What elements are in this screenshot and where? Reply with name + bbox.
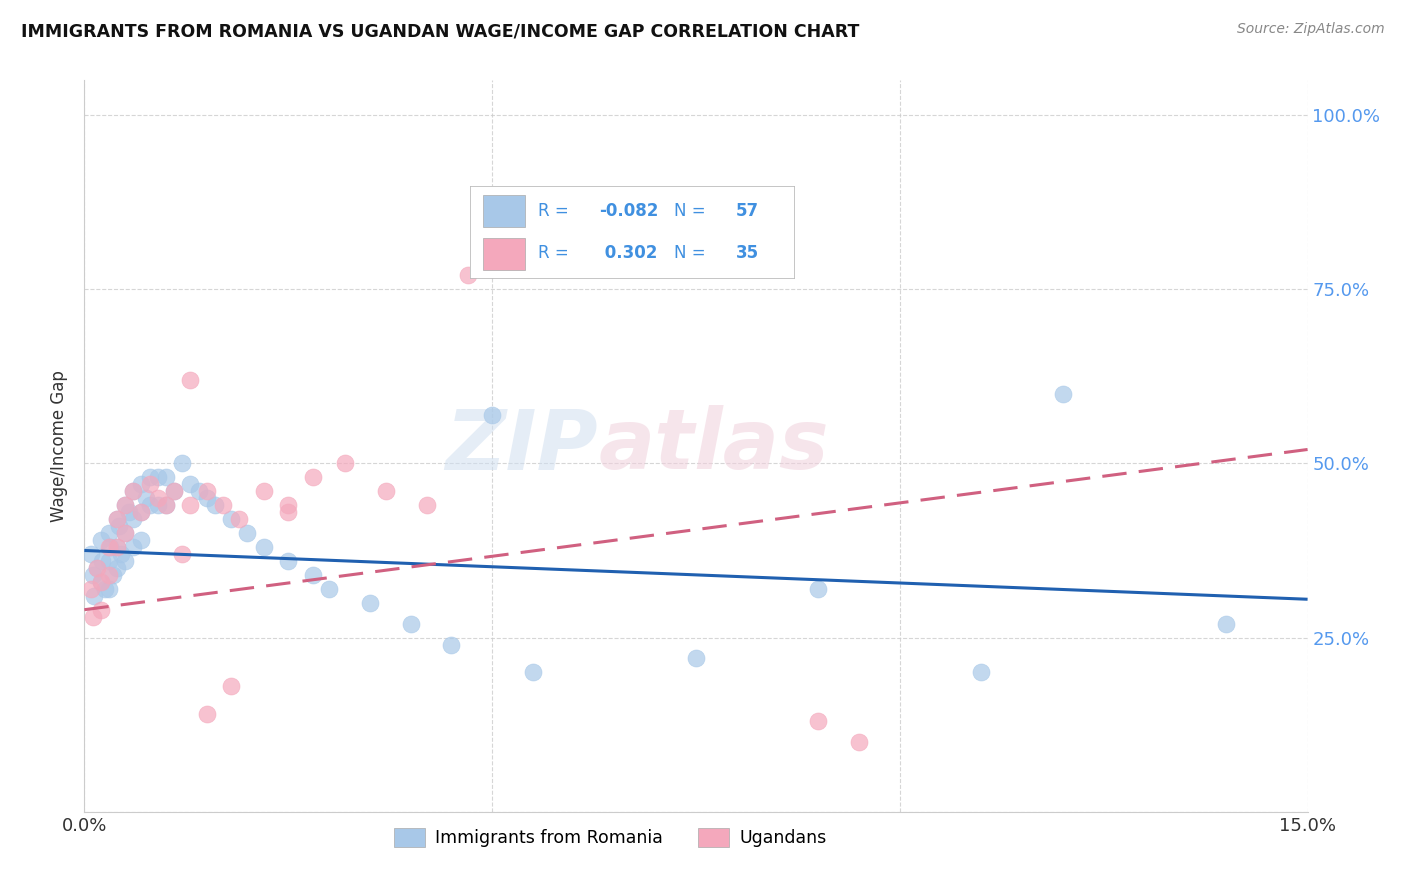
Point bbox=[83, 589, 105, 603]
Point bbox=[146, 491, 169, 506]
Point bbox=[82, 567, 104, 582]
Point bbox=[114, 526, 136, 541]
Point bbox=[122, 540, 145, 554]
Point bbox=[90, 574, 112, 589]
Point bbox=[97, 526, 120, 541]
Point bbox=[440, 638, 463, 652]
Point bbox=[219, 512, 242, 526]
Point bbox=[82, 609, 104, 624]
Legend: Immigrants from Romania, Ugandans: Immigrants from Romania, Ugandans bbox=[387, 821, 834, 855]
Point bbox=[138, 498, 160, 512]
Point bbox=[107, 519, 129, 533]
Point bbox=[179, 477, 201, 491]
Point bbox=[970, 665, 993, 680]
Point bbox=[685, 651, 707, 665]
Point bbox=[253, 484, 276, 499]
Point bbox=[375, 484, 398, 499]
Text: IMMIGRANTS FROM ROMANIA VS UGANDAN WAGE/INCOME GAP CORRELATION CHART: IMMIGRANTS FROM ROMANIA VS UGANDAN WAGE/… bbox=[21, 22, 859, 40]
Point bbox=[138, 477, 160, 491]
Point bbox=[155, 470, 177, 484]
Point bbox=[1215, 616, 1237, 631]
Text: ZIP: ZIP bbox=[446, 406, 598, 486]
Point bbox=[277, 498, 299, 512]
Point bbox=[212, 498, 235, 512]
Point bbox=[105, 561, 128, 575]
Point bbox=[86, 561, 108, 575]
Point bbox=[163, 484, 186, 499]
Point bbox=[97, 567, 120, 582]
Point bbox=[122, 484, 145, 499]
Point bbox=[91, 554, 114, 568]
Point bbox=[131, 533, 153, 547]
Y-axis label: Wage/Income Gap: Wage/Income Gap bbox=[51, 370, 69, 522]
Point bbox=[236, 526, 259, 541]
Point bbox=[481, 408, 503, 422]
Point bbox=[848, 735, 870, 749]
Point bbox=[359, 596, 381, 610]
Point bbox=[195, 484, 218, 499]
Point bbox=[163, 484, 186, 499]
Point bbox=[399, 616, 422, 631]
Point bbox=[228, 512, 250, 526]
Point bbox=[301, 567, 323, 582]
Point bbox=[80, 547, 103, 561]
Point bbox=[138, 470, 160, 484]
Point bbox=[457, 268, 479, 283]
Point bbox=[131, 477, 153, 491]
Point bbox=[155, 498, 177, 512]
Point bbox=[131, 505, 153, 519]
Point bbox=[131, 505, 153, 519]
Point bbox=[253, 540, 276, 554]
Point bbox=[135, 491, 157, 506]
Point bbox=[101, 567, 124, 582]
Point bbox=[301, 470, 323, 484]
Point bbox=[105, 512, 128, 526]
Point bbox=[114, 498, 136, 512]
Point bbox=[118, 505, 141, 519]
Point bbox=[114, 526, 136, 541]
Point bbox=[114, 554, 136, 568]
Point bbox=[335, 457, 357, 471]
Point bbox=[318, 582, 340, 596]
Point bbox=[1052, 386, 1074, 401]
Point bbox=[179, 498, 201, 512]
Point bbox=[277, 554, 299, 568]
Point bbox=[416, 498, 439, 512]
Point bbox=[90, 574, 112, 589]
Point bbox=[114, 498, 136, 512]
Point bbox=[105, 512, 128, 526]
Point bbox=[86, 561, 108, 575]
Point bbox=[195, 491, 218, 506]
Point bbox=[97, 582, 120, 596]
Point bbox=[204, 498, 226, 512]
Point bbox=[172, 457, 194, 471]
Point bbox=[105, 540, 128, 554]
Text: atlas: atlas bbox=[598, 406, 828, 486]
Text: Source: ZipAtlas.com: Source: ZipAtlas.com bbox=[1237, 22, 1385, 37]
Point bbox=[80, 582, 103, 596]
Point bbox=[195, 707, 218, 722]
Point bbox=[90, 603, 112, 617]
Point bbox=[187, 484, 209, 499]
Point bbox=[100, 540, 122, 554]
Point bbox=[93, 582, 115, 596]
Point bbox=[97, 540, 120, 554]
Point bbox=[90, 533, 112, 547]
Point bbox=[219, 679, 242, 693]
Point bbox=[807, 714, 830, 728]
Point bbox=[97, 554, 120, 568]
Point bbox=[277, 505, 299, 519]
Point bbox=[522, 665, 544, 680]
Point bbox=[105, 540, 128, 554]
Point bbox=[172, 547, 194, 561]
Point bbox=[122, 484, 145, 499]
Point bbox=[122, 512, 145, 526]
Point bbox=[146, 470, 169, 484]
Point bbox=[807, 582, 830, 596]
Point bbox=[110, 547, 132, 561]
Point bbox=[146, 498, 169, 512]
Point bbox=[155, 498, 177, 512]
Point bbox=[179, 373, 201, 387]
